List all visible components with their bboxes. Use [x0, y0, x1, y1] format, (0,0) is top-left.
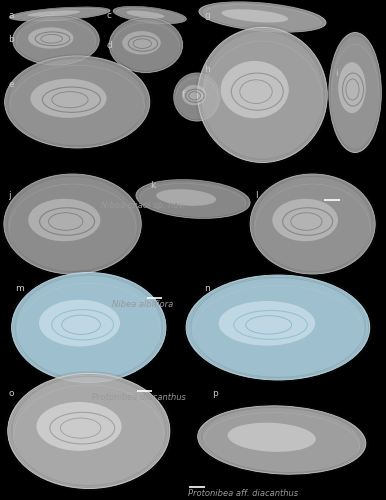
Ellipse shape: [227, 422, 316, 452]
Ellipse shape: [10, 7, 110, 21]
Ellipse shape: [5, 56, 150, 148]
Ellipse shape: [221, 61, 289, 118]
Ellipse shape: [174, 73, 220, 121]
Ellipse shape: [222, 9, 288, 22]
Ellipse shape: [218, 301, 315, 346]
Text: n: n: [205, 284, 210, 293]
Ellipse shape: [198, 406, 366, 474]
Ellipse shape: [199, 2, 326, 32]
Bar: [0, 292, 386, 300]
Text: g: g: [205, 11, 210, 20]
Ellipse shape: [8, 374, 170, 488]
Ellipse shape: [329, 32, 381, 152]
Text: e: e: [8, 80, 14, 89]
Text: p: p: [212, 389, 218, 398]
Text: o: o: [8, 389, 14, 398]
Text: c: c: [106, 11, 111, 20]
Ellipse shape: [136, 180, 250, 218]
Text: h: h: [205, 65, 210, 74]
Ellipse shape: [122, 31, 161, 54]
Ellipse shape: [338, 62, 366, 113]
Ellipse shape: [156, 189, 216, 206]
Text: Nibea chaoi sp. nov.: Nibea chaoi sp. nov.: [101, 202, 185, 210]
Text: f: f: [181, 90, 185, 99]
Ellipse shape: [28, 198, 100, 242]
Text: l: l: [255, 191, 257, 200]
Text: a: a: [8, 11, 14, 20]
Text: j: j: [8, 191, 11, 200]
Ellipse shape: [13, 15, 99, 65]
Ellipse shape: [39, 300, 120, 346]
Ellipse shape: [113, 6, 186, 24]
Ellipse shape: [28, 28, 73, 48]
Text: m: m: [15, 284, 24, 293]
Ellipse shape: [273, 198, 338, 242]
Ellipse shape: [250, 174, 375, 274]
Ellipse shape: [37, 402, 122, 451]
Bar: [0, 192, 386, 202]
Text: d: d: [106, 41, 112, 50]
Ellipse shape: [12, 272, 166, 382]
Text: Protonibea aff. diacanthus: Protonibea aff. diacanthus: [188, 489, 298, 498]
Bar: [0, 386, 386, 394]
Text: b: b: [8, 35, 14, 44]
Ellipse shape: [198, 28, 327, 162]
Ellipse shape: [30, 79, 107, 118]
Text: k: k: [151, 181, 156, 190]
Ellipse shape: [186, 275, 370, 380]
Ellipse shape: [4, 174, 141, 274]
Text: Nibea albiflora: Nibea albiflora: [112, 300, 173, 309]
Ellipse shape: [109, 18, 183, 72]
Text: i: i: [335, 69, 338, 78]
Ellipse shape: [27, 10, 80, 16]
Ellipse shape: [182, 85, 206, 105]
Text: Protonibea diacanthus: Protonibea diacanthus: [92, 394, 186, 402]
Ellipse shape: [126, 10, 164, 18]
